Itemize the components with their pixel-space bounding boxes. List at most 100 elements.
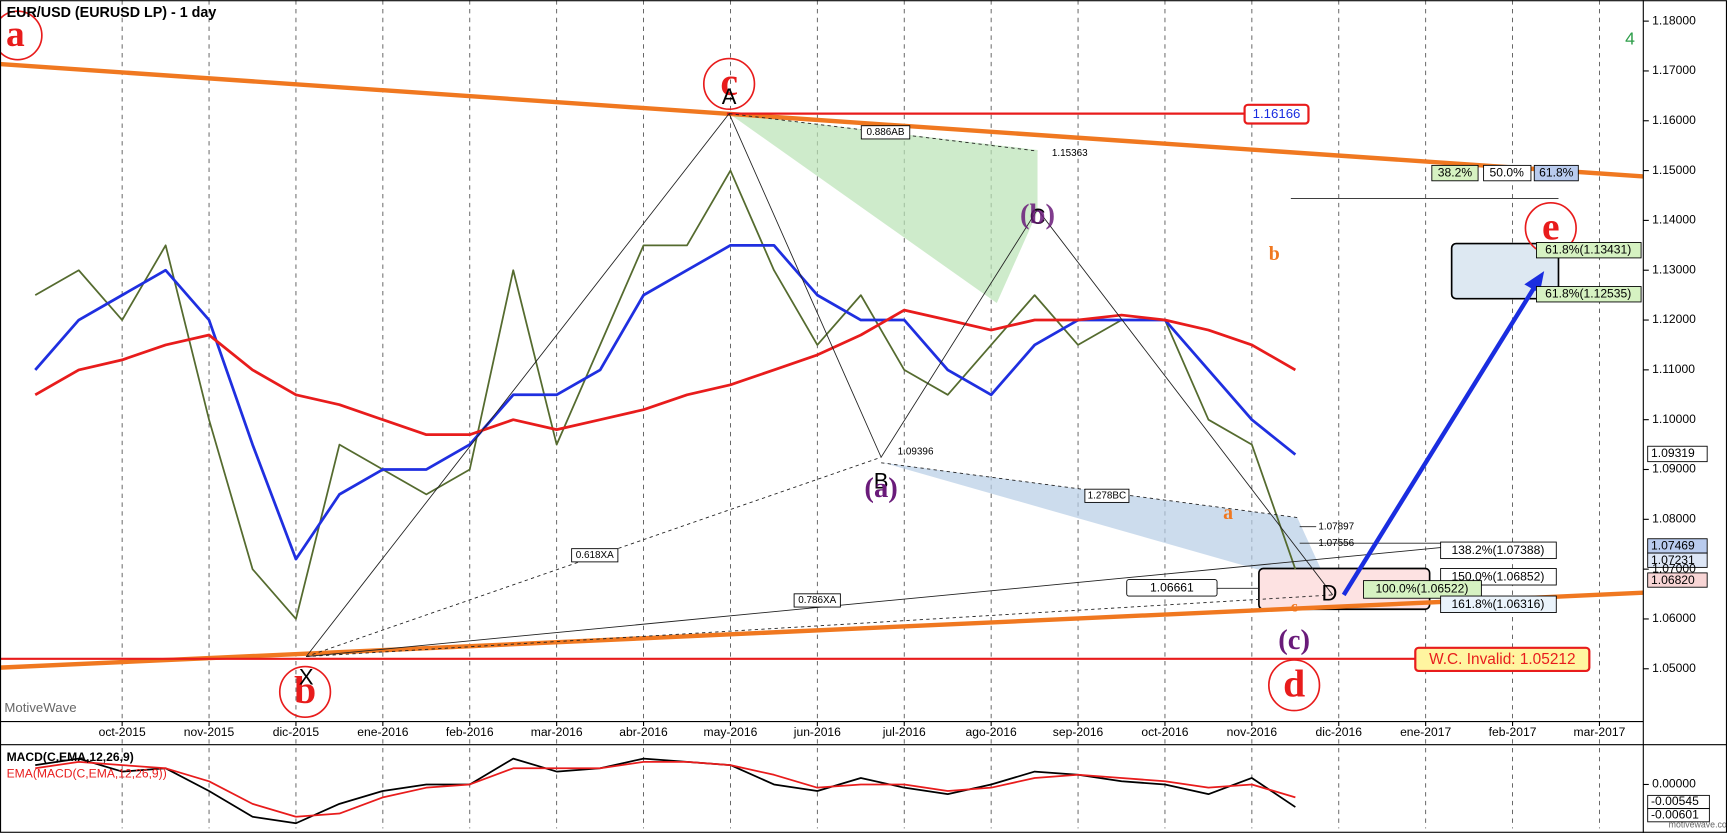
- wave-label: (c): [1278, 624, 1310, 656]
- wave-label: d: [1283, 662, 1305, 706]
- ratio-line: [729, 113, 1038, 152]
- series-line: [34, 308, 1297, 437]
- wave-label: a: [1223, 502, 1233, 524]
- overlays: a b c d e A X B C D (a) (b) (c) b a c 1.…: [0, 10, 1727, 829]
- fib-label: 61.8%(1.12535): [1545, 286, 1631, 300]
- x-tick-label: dic-2015: [273, 725, 320, 739]
- fib-box: [1536, 286, 1642, 303]
- ratio-label: 0.786XA: [798, 595, 836, 606]
- ratio-line: [881, 462, 1300, 519]
- ratio-box: [1084, 488, 1130, 503]
- point-label: A: [722, 84, 737, 109]
- y-tick-label: 1.08000: [1652, 512, 1696, 526]
- x-tick-label: abr-2016: [619, 725, 668, 739]
- wave-label: (b): [1020, 199, 1055, 231]
- fib-box: [1363, 580, 1482, 599]
- fib-box: [1483, 164, 1532, 182]
- wave-label: c: [720, 60, 738, 104]
- fib-label: 100.0%(1.06522): [1375, 582, 1468, 596]
- data: [34, 169, 1297, 825]
- axis-tag: [1647, 808, 1710, 823]
- ratio-label: 0.618XA: [576, 550, 614, 561]
- ratio-box: [793, 593, 841, 608]
- wave-label: b: [294, 668, 316, 712]
- y-tick-label: 1.15000: [1652, 163, 1696, 177]
- y-tick-label: 1.12000: [1652, 312, 1696, 326]
- series-line: [34, 169, 1297, 620]
- y-tick-label: 1.17000: [1652, 63, 1696, 77]
- x-tick-label: jul-2016: [882, 725, 926, 739]
- x-tick-label: dic-2016: [1316, 725, 1363, 739]
- fib-box: [1533, 164, 1579, 182]
- x-tick-label: nov-2015: [184, 725, 235, 739]
- x-tick-label: ene-2016: [357, 725, 408, 739]
- x-tick-label: mar-2017: [1574, 725, 1626, 739]
- series-line: [35, 761, 1296, 818]
- fib-box: [1536, 242, 1642, 259]
- axis-tag: [1647, 552, 1708, 568]
- trendline: [0, 590, 1644, 670]
- axis-tag-label: -0.00545: [1651, 794, 1699, 808]
- price-tag: 1.07897: [1318, 521, 1354, 532]
- x-tick-label: ene-2017: [1400, 725, 1451, 739]
- y-tick-label: 1.11000: [1652, 362, 1695, 376]
- invalid-label: W.C. Invalid: 1.05212: [1429, 651, 1575, 668]
- fib-label: 61.8%: [1539, 165, 1574, 179]
- axis-tag-label: 1.07469: [1651, 539, 1695, 553]
- trendline: [0, 61, 1644, 179]
- watermark: MotiveWave: [4, 700, 76, 715]
- grid: [121, 0, 1601, 829]
- point-label: B: [874, 468, 889, 493]
- y-tick-label: 1.16000: [1652, 113, 1696, 127]
- pattern-fill: [883, 462, 1333, 595]
- price-label: 1.16166: [1253, 106, 1301, 121]
- y-tick-label: 1.06000: [1652, 611, 1696, 625]
- legend-label: MACD(C,EMA,12,26,9): [7, 750, 134, 764]
- legend-label: EMA(MACD(C,EMA,12,26,9)): [7, 767, 167, 781]
- y-tick-label: 1.14000: [1652, 213, 1696, 227]
- price-tag: 1.09396: [898, 446, 934, 457]
- ratio-box: [571, 548, 619, 563]
- ratio-label: 0.886AB: [867, 127, 905, 138]
- fib-label: 161.8%(1.06316): [1451, 597, 1544, 611]
- x-tick-label: mar-2016: [531, 725, 583, 739]
- axis-tag: [1647, 572, 1708, 588]
- fib-label: 150.0%(1.06852): [1451, 570, 1544, 584]
- y-tick-label: 1.10000: [1652, 412, 1696, 426]
- wave-circle: [1267, 659, 1321, 712]
- x-tick-label: may-2016: [704, 725, 758, 739]
- price-label: 1.06661: [1150, 581, 1194, 595]
- price-tag: 1.07556: [1318, 538, 1354, 549]
- y-tick-label: 0.00000: [1652, 777, 1696, 791]
- y-tick-label: 1.05000: [1652, 661, 1696, 675]
- wave-circle: [702, 57, 756, 111]
- x-tick-label: oct-2016: [1141, 725, 1188, 739]
- axis-tag-label: -0.00601: [1651, 807, 1699, 821]
- axis-tag-label: 1.07231: [1651, 553, 1695, 567]
- chart-title: EUR/USD (EURUSD LP) - 1 day: [7, 5, 217, 21]
- wave-label: (a): [864, 472, 897, 504]
- wave-label: c: [1291, 599, 1298, 616]
- projection-arrow: [1341, 280, 1540, 597]
- x-tick-label: jun-2016: [793, 725, 841, 739]
- fib-box: [1431, 164, 1479, 182]
- axis-tag-label: 1.06820: [1651, 573, 1695, 587]
- point-label: C: [1030, 204, 1046, 229]
- x-tick-label: sep-2016: [1053, 725, 1104, 739]
- ratio-box: [860, 125, 911, 140]
- watermark: motivewave.com: [1669, 819, 1727, 829]
- point-label: X: [299, 664, 314, 689]
- axis-tag: [1647, 445, 1708, 463]
- fib-label: 138.2%(1.07388): [1451, 543, 1544, 557]
- point-label: D: [1321, 581, 1337, 606]
- axis-tag-label: 1.09319: [1651, 446, 1695, 460]
- invalid-box: [1414, 646, 1591, 673]
- wave-label: a: [6, 14, 25, 55]
- x-tick-label: ago-2016: [966, 725, 1017, 739]
- wave-label: e: [1542, 204, 1560, 248]
- fib-label: 50.0%: [1490, 165, 1525, 179]
- wave-circle: [0, 10, 43, 61]
